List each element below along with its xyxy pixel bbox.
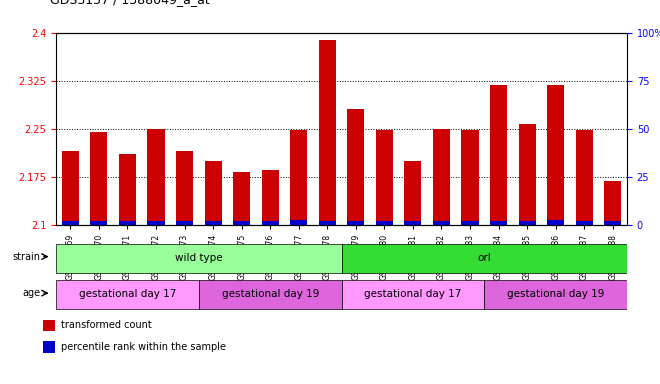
Bar [461, 221, 478, 225]
Bar [261, 170, 279, 225]
Bar [490, 85, 507, 225]
Bar [43, 341, 55, 353]
Bar [433, 129, 450, 225]
Bar [233, 172, 250, 225]
Bar [347, 221, 364, 225]
Bar [119, 221, 136, 225]
Bar [576, 130, 593, 225]
Bar [290, 130, 308, 225]
Bar [176, 221, 193, 225]
Bar [490, 221, 507, 225]
Bar [484, 280, 627, 310]
Text: age: age [22, 288, 40, 298]
Bar [319, 40, 336, 225]
Bar [147, 221, 164, 225]
Text: GDS3157 / 1388049_a_at: GDS3157 / 1388049_a_at [50, 0, 209, 6]
Bar [405, 221, 422, 225]
Bar [147, 129, 164, 225]
Bar [90, 221, 108, 225]
Bar [199, 280, 342, 310]
Text: orl: orl [477, 253, 491, 263]
Bar [519, 124, 536, 225]
Text: gestational day 17: gestational day 17 [364, 289, 461, 299]
Bar [119, 154, 136, 225]
Bar [261, 221, 279, 225]
Bar [405, 161, 422, 225]
Bar [342, 243, 627, 273]
Bar [376, 130, 393, 225]
Bar [576, 221, 593, 225]
Bar [433, 221, 450, 225]
Bar [347, 109, 364, 225]
Bar [233, 221, 250, 225]
Bar [547, 85, 564, 225]
Bar [604, 181, 621, 225]
Text: wild type: wild type [175, 253, 222, 263]
Bar [62, 221, 79, 225]
Bar [604, 221, 621, 225]
Bar [90, 132, 108, 225]
Bar [176, 151, 193, 225]
Text: gestational day 19: gestational day 19 [507, 289, 605, 299]
Text: transformed count: transformed count [61, 321, 152, 331]
Text: gestational day 17: gestational day 17 [79, 289, 176, 299]
Text: gestational day 19: gestational day 19 [222, 289, 319, 299]
Bar [205, 221, 222, 225]
Text: strain: strain [13, 252, 40, 262]
Bar [519, 221, 536, 225]
Bar [376, 221, 393, 225]
Bar [62, 151, 79, 225]
Text: percentile rank within the sample: percentile rank within the sample [61, 342, 226, 352]
Bar [56, 280, 199, 310]
Bar [205, 161, 222, 225]
Bar [461, 130, 478, 225]
Bar [342, 280, 484, 310]
Bar [319, 221, 336, 225]
Bar [547, 220, 564, 225]
Bar [43, 319, 55, 331]
Bar [56, 243, 342, 273]
Bar [290, 220, 308, 225]
